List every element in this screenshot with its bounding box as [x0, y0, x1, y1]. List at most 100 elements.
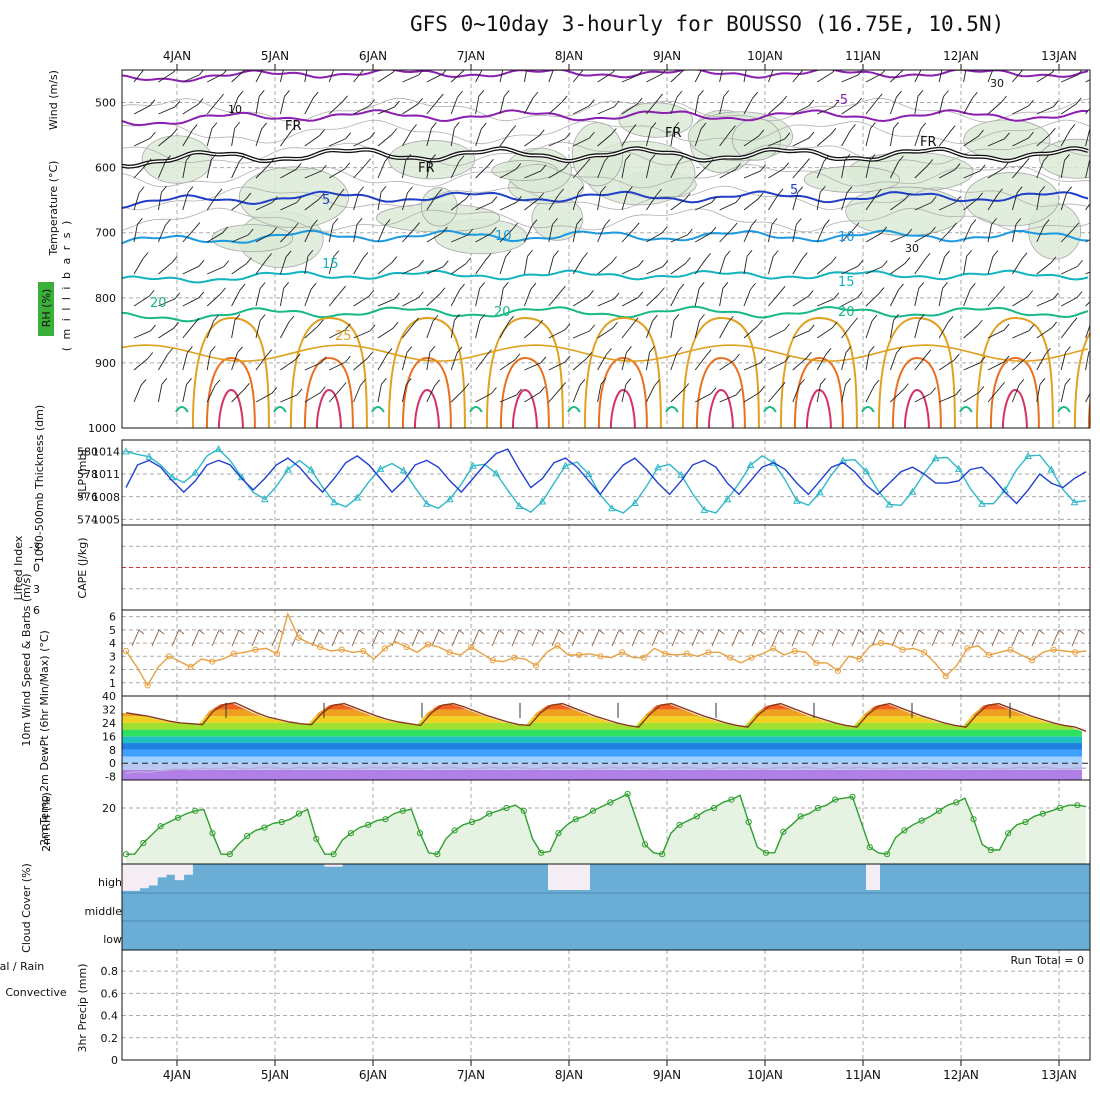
surface-wind-barb	[431, 629, 440, 647]
surface-wind-barb-flag	[378, 629, 385, 635]
wind-barb-flag	[698, 89, 704, 97]
wind-barb-flag	[321, 164, 327, 172]
surface-wind-barb-flag	[878, 629, 885, 635]
wind-barb-flag	[1094, 380, 1099, 386]
wind-barb-flag	[491, 196, 498, 203]
wind-barb-flag	[751, 219, 757, 226]
rh-point	[122, 851, 130, 858]
wind-barb	[743, 289, 752, 307]
wind-barb-flag	[760, 356, 766, 364]
surface-wind-barb	[271, 629, 280, 647]
wind-barb-flag	[356, 218, 363, 225]
cool-contour	[665, 406, 679, 413]
wind-barb-flag	[430, 154, 436, 161]
wind-barb	[865, 73, 883, 83]
wind-barb-flag	[804, 62, 809, 68]
wind-barb-flag	[360, 379, 366, 386]
wind-barb	[987, 329, 1005, 339]
wind-barb-flag	[442, 260, 449, 267]
rh-point	[347, 830, 354, 837]
wind-barb-flag	[296, 196, 303, 203]
wind-barb-flag	[951, 222, 957, 230]
rh-point	[365, 821, 372, 828]
wind-barb	[353, 105, 370, 115]
wind-barb	[426, 320, 434, 339]
high-cloud-bar	[122, 864, 132, 891]
wind-barb	[499, 256, 507, 275]
wind-barb	[572, 385, 581, 403]
wind-barb	[963, 256, 968, 275]
rh-point	[572, 816, 579, 823]
date-label-top: 13JAN	[1041, 49, 1077, 63]
wind-barb-flag	[1015, 218, 1022, 225]
wind-barb	[914, 320, 920, 339]
wind-speed-point	[468, 643, 475, 651]
wind-barb-flag	[288, 315, 295, 323]
surface-wind-barb-flag	[658, 629, 665, 635]
surface-wind-barb-flag	[618, 629, 625, 635]
temp-band	[122, 702, 1082, 710]
wind-speed-point	[1028, 657, 1036, 664]
wind-barb	[182, 384, 188, 403]
wind-barb-flag	[174, 292, 181, 300]
wind-barb	[1060, 352, 1066, 371]
rh-contour	[122, 207, 1090, 233]
wind-barb	[255, 128, 263, 147]
wind-barb	[158, 354, 168, 371]
wind-barb-flag	[625, 378, 632, 385]
cape-axis-label: CAPE (J/kg)	[76, 537, 89, 598]
wind-barb	[816, 225, 825, 243]
temperature-line	[125, 701, 1087, 732]
wind-barb	[621, 130, 632, 147]
rh-point	[226, 851, 233, 858]
rh-area	[126, 794, 1086, 864]
wind-barb-flag	[198, 291, 205, 299]
wind-barb-flag	[657, 93, 663, 101]
wind-barb-flag	[340, 382, 347, 389]
wind-speed-point	[1050, 646, 1057, 653]
wind-barb-flag	[722, 282, 729, 289]
wind-barb-flag	[394, 100, 400, 108]
surface-wind-barb	[471, 629, 480, 647]
wind-barb-flag	[857, 70, 863, 76]
wind-barb	[280, 228, 294, 243]
wind-barb-flag	[553, 250, 559, 257]
wind-barb	[939, 394, 956, 403]
slp-point	[816, 488, 824, 496]
wind-speed-point	[921, 649, 928, 656]
warm-contour	[609, 388, 636, 428]
rh-point	[555, 830, 562, 837]
wind-barb	[524, 325, 539, 339]
wind-barb	[231, 320, 236, 339]
wind-barb-flag	[216, 188, 223, 196]
wind-barb-flag	[187, 346, 193, 353]
isotherm-line	[122, 70, 1089, 83]
wind-barb	[1012, 357, 1027, 371]
rh-point	[762, 849, 770, 856]
surface-wind-barb	[691, 629, 700, 647]
wind-barb-flag	[683, 383, 690, 390]
wind-barb-flag	[194, 222, 201, 229]
surface-wind-barb-flag	[338, 629, 345, 635]
rh-point	[832, 796, 839, 803]
cloud-row-label: low	[103, 933, 122, 946]
surface-wind-barb-flag	[438, 629, 445, 635]
wind-barb-flag	[979, 356, 986, 364]
wind-barb-flag	[283, 282, 289, 289]
surface-wind-barb-flag	[398, 629, 405, 635]
wind-barb	[963, 392, 980, 403]
wind-barb	[328, 388, 342, 403]
wind-barb	[377, 134, 393, 147]
wind-barb	[816, 192, 821, 211]
surface-wind-barb	[771, 629, 780, 647]
surface-wind-barb	[411, 629, 420, 647]
wind-barb-flag	[247, 228, 254, 236]
wind-barb	[1036, 354, 1046, 371]
wind-barb-flag	[150, 324, 156, 332]
wind-barb-flag	[369, 131, 376, 139]
cloud-row-label: high	[98, 876, 122, 889]
wind-barb	[133, 358, 149, 371]
wind-speed-point	[856, 655, 863, 663]
wind-barb	[499, 288, 504, 307]
wind-barb-flag	[659, 287, 665, 294]
